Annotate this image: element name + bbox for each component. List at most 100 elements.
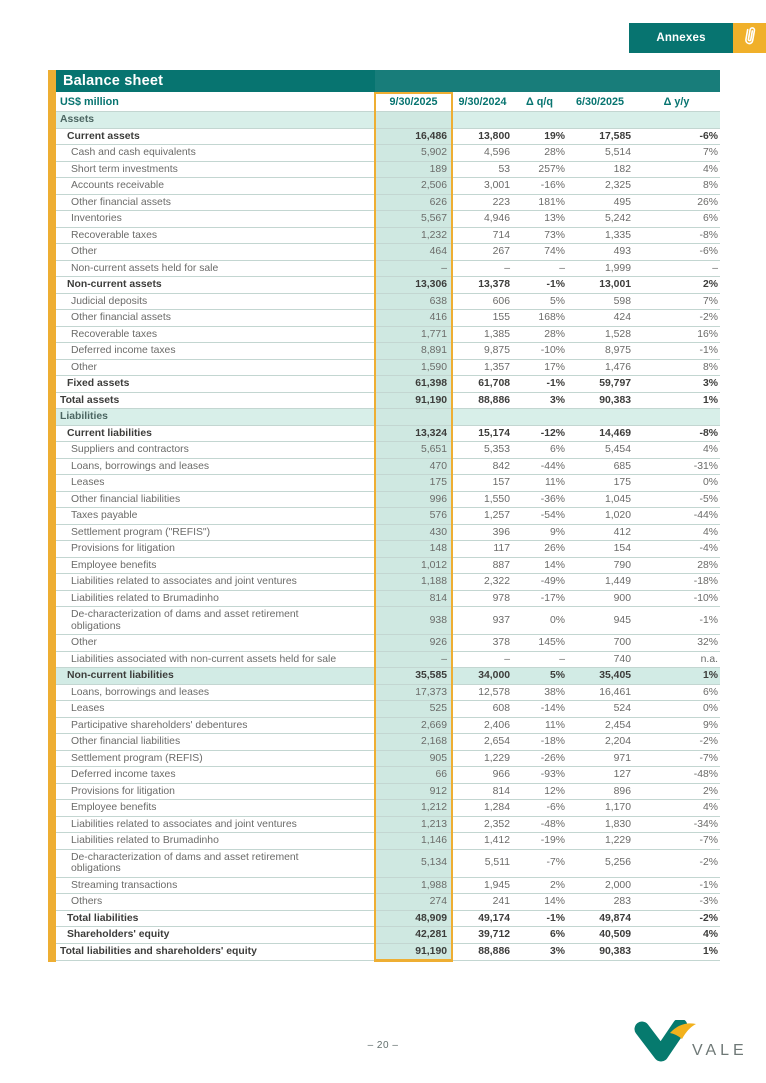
- value-cell: -8%: [699, 229, 718, 241]
- row-label: Cash and cash equivalents: [71, 147, 196, 158]
- value-cell: 714: [492, 229, 510, 241]
- value-cell: 5,651: [374, 441, 453, 458]
- value-cell: 2,406: [483, 719, 510, 731]
- table-row: Settlement program (REFIS) 905 1,229 -26% 97…: [56, 750, 720, 767]
- value-cell: 8%: [702, 361, 718, 373]
- value-cell: 5,134: [374, 849, 453, 877]
- value-cell: 5,514: [604, 147, 631, 158]
- value-cell: 2%: [702, 785, 718, 797]
- table-row: Total assets 91,190 88,886 3% 90,383 1%: [56, 392, 720, 409]
- table-row: Other financial assets 416 155 168% 424 -2%: [56, 309, 720, 326]
- value-cell: 2,204: [604, 736, 631, 747]
- value-cell: 424: [613, 312, 631, 323]
- value-cell: [452, 408, 512, 425]
- value-cell: 470: [374, 458, 453, 475]
- value-cell: 91,190: [374, 943, 453, 962]
- table-row: Cash and cash equivalents 5,902 4,596 28% 5,…: [56, 144, 720, 161]
- table-row: Taxes payable 576 1,257 -54% 1,020 -44%: [56, 507, 720, 524]
- table-row: Non-current liabilities 35,585 34,000 5% 35,…: [56, 667, 720, 684]
- value-cell: -1%: [699, 614, 718, 626]
- page-title: Balance sheet: [56, 70, 720, 92]
- annexes-button[interactable]: Annexes: [629, 23, 733, 53]
- value-cell: 6%: [702, 213, 718, 224]
- value-cell: 1,188: [374, 573, 453, 590]
- value-cell: 598: [613, 295, 631, 307]
- value-cell: 626: [374, 194, 453, 211]
- row-label: Deferred income taxes: [71, 769, 176, 780]
- table-row: Participative shareholders' debentures 2,…: [56, 717, 720, 734]
- value-cell: 28%: [544, 147, 565, 158]
- row-label: Shareholders' equity: [67, 929, 170, 940]
- annexes-button-group: Annexes: [629, 23, 766, 53]
- value-cell: 740: [613, 653, 631, 665]
- column-header: 9/30/2024: [458, 95, 507, 108]
- value-cell: 11%: [544, 719, 565, 731]
- value-cell: 1,212: [374, 799, 453, 816]
- value-cell: 1,528: [604, 328, 631, 340]
- value-cell: 73%: [544, 229, 565, 241]
- value-cell: 267: [492, 246, 510, 257]
- value-cell: 2,454: [604, 719, 631, 731]
- value-cell: 4%: [702, 163, 718, 175]
- value-cell: 2,352: [483, 818, 510, 830]
- value-cell: 39,712: [478, 929, 510, 940]
- value-cell: 1%: [702, 394, 718, 406]
- table-row: Suppliers and contractors 5,651 5,353 6% 5,4…: [56, 441, 720, 458]
- value-cell: -2%: [699, 312, 718, 323]
- value-cell: 257%: [538, 163, 565, 175]
- value-cell: 638: [374, 293, 453, 310]
- value-cell: 0%: [702, 477, 718, 488]
- value-cell: -10%: [693, 592, 718, 604]
- value-cell: 1,590: [374, 359, 453, 376]
- value-cell: 53: [498, 163, 510, 175]
- table-row: Liabilities associated with non-current …: [56, 651, 720, 668]
- value-cell: 2%: [549, 879, 565, 891]
- value-cell: -1%: [699, 879, 718, 891]
- vale-logo: VALE: [628, 1018, 752, 1068]
- value-cell: 5,567: [374, 210, 453, 227]
- value-cell: 38%: [544, 686, 565, 698]
- value-cell: -18%: [540, 736, 565, 747]
- row-label: Non-current assets: [67, 279, 162, 290]
- table-row: Other 926 378 145% 700 32%: [56, 634, 720, 651]
- row-label: Streaming transactions: [71, 879, 178, 891]
- value-cell: 17%: [544, 361, 565, 373]
- value-cell: 5%: [549, 295, 565, 307]
- value-cell: 971: [613, 752, 631, 764]
- value-cell: 1,771: [374, 326, 453, 343]
- row-label: De-characterization of dams and asset re…: [71, 609, 299, 632]
- value-cell: 168%: [538, 312, 565, 323]
- value-cell: -5%: [699, 493, 718, 505]
- value-cell: 5,242: [604, 213, 631, 224]
- value-cell: 8,891: [374, 342, 453, 359]
- value-cell: [512, 408, 567, 425]
- value-cell: 945: [613, 614, 631, 626]
- value-cell: 1,357: [483, 361, 510, 373]
- value-cell: -17%: [540, 592, 565, 604]
- value-cell: 2,000: [604, 879, 631, 891]
- value-cell: 175: [374, 474, 453, 491]
- table-row: Current assets 16,486 13,800 19% 17,585 -6%: [56, 128, 720, 145]
- value-cell: -7%: [699, 752, 718, 764]
- value-cell: 8,975: [604, 345, 631, 356]
- row-label: Leases: [71, 703, 105, 714]
- value-cell: 13%: [544, 213, 565, 224]
- value-cell: -48%: [693, 769, 718, 780]
- table-row: Liabilities related to Brumadinho 1,146 1,…: [56, 832, 720, 849]
- table-row: Other financial liabilities 996 1,550 -36% 1…: [56, 491, 720, 508]
- value-cell: 6%: [702, 686, 718, 698]
- value-cell: -1%: [546, 912, 565, 924]
- value-cell: 7%: [702, 147, 718, 158]
- table-row: Other 1,590 1,357 17% 1,476 8%: [56, 359, 720, 376]
- value-cell: -10%: [540, 345, 565, 356]
- value-cell: 5,454: [604, 444, 631, 455]
- value-cell: 2,654: [483, 736, 510, 747]
- table-header-row: US$ million 9/30/2025 9/30/2024 Δ q/q 6/30/2…: [56, 92, 720, 112]
- value-cell: 148: [374, 540, 453, 557]
- value-cell: -3%: [699, 896, 718, 907]
- table-row: De-characterization of dams and asset re…: [56, 849, 720, 877]
- footer-page-number: – 20 –: [367, 1040, 399, 1051]
- paperclip-button[interactable]: [733, 23, 766, 53]
- column-header: 9/30/2025: [374, 92, 453, 112]
- row-label: Other: [71, 246, 97, 257]
